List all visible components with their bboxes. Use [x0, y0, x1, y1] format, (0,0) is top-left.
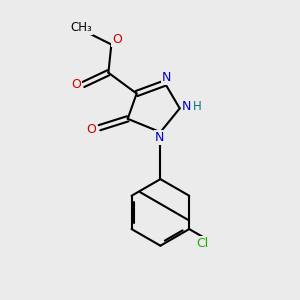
Text: O: O [71, 77, 81, 91]
Text: O: O [86, 123, 96, 136]
Text: CH₃: CH₃ [70, 21, 92, 34]
Text: N: N [162, 71, 171, 84]
Text: Cl: Cl [196, 237, 208, 250]
Text: N: N [155, 131, 164, 144]
Text: H: H [193, 100, 202, 112]
Text: O: O [112, 33, 122, 46]
Text: N: N [182, 100, 191, 113]
